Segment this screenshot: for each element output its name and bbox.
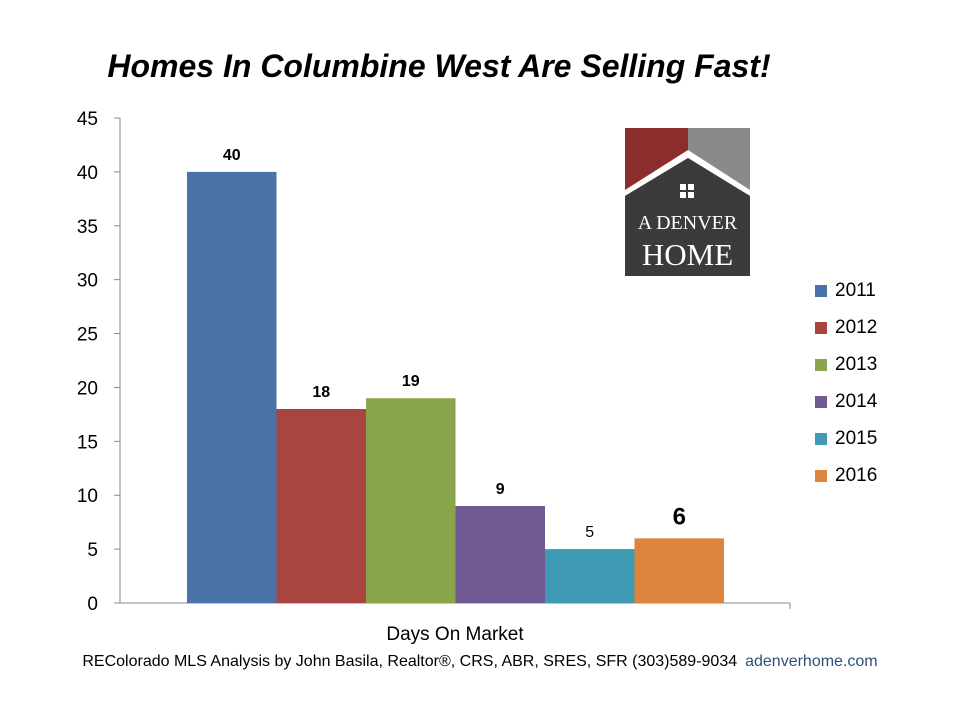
- bar-2016: [634, 538, 724, 603]
- data-label-2012: 18: [312, 384, 330, 401]
- x-axis-label: Days On Market: [386, 624, 524, 645]
- y-tick-label: 15: [77, 432, 98, 453]
- bar-2013: [366, 398, 456, 603]
- y-tick-label: 0: [87, 594, 98, 615]
- y-tick-label: 45: [77, 109, 98, 130]
- bar-2014: [455, 506, 545, 603]
- house-window-icon: [680, 184, 694, 198]
- legend-label: 2013: [835, 353, 878, 375]
- logo-house-roof: [625, 150, 750, 276]
- legend-label: 2011: [835, 279, 876, 301]
- legend-label: 2012: [835, 316, 878, 338]
- a-denver-home-logo: A DENVER HOME: [625, 128, 750, 276]
- legend-item-2016: 2016: [815, 457, 877, 494]
- legend-swatch: [815, 284, 827, 297]
- y-tick-label: 30: [77, 271, 98, 292]
- data-label-2016: 6: [673, 503, 686, 530]
- legend-swatch: [815, 321, 827, 334]
- legend-item-2015: 2015: [815, 420, 877, 457]
- bar-2015: [545, 549, 635, 603]
- legend-item-2011: 2011: [815, 272, 877, 309]
- y-tick-label: 20: [77, 378, 98, 399]
- legend-label: 2015: [835, 427, 878, 449]
- chart-legend: 2011 2012 2013 2014 2015 2016: [815, 272, 877, 494]
- data-label-2011: 40: [223, 147, 241, 164]
- legend-swatch: [815, 469, 827, 482]
- data-label-2014: 9: [496, 481, 505, 498]
- footer-url: adenverhome.com: [745, 653, 878, 670]
- data-label-2013: 19: [402, 373, 420, 390]
- legend-swatch: [815, 395, 827, 408]
- legend-label: 2016: [835, 464, 878, 486]
- y-tick-label: 25: [77, 325, 98, 346]
- legend-label: 2014: [835, 390, 878, 412]
- logo-text-line2: HOME: [641, 237, 734, 272]
- y-tick-label: 10: [77, 486, 98, 507]
- footer-text: REColorado MLS Analysis by John Basila, …: [82, 653, 738, 670]
- y-tick-label: 5: [87, 540, 98, 561]
- y-tick-label: 35: [77, 217, 98, 238]
- legend-item-2012: 2012: [815, 309, 877, 346]
- y-tick-label: 40: [77, 163, 98, 184]
- footer-credit: REColorado MLS Analysis by John Basila, …: [0, 653, 960, 671]
- legend-swatch: [815, 358, 827, 371]
- chart-title: Homes In Columbine West Are Selling Fast…: [107, 48, 771, 84]
- bar-2012: [276, 409, 366, 603]
- legend-item-2014: 2014: [815, 383, 877, 420]
- legend-item-2013: 2013: [815, 346, 877, 383]
- logo-text-line1: A DENVER: [637, 212, 738, 234]
- legend-swatch: [815, 432, 827, 445]
- bar-2011: [187, 171, 277, 603]
- data-label-2015: 5: [585, 524, 594, 541]
